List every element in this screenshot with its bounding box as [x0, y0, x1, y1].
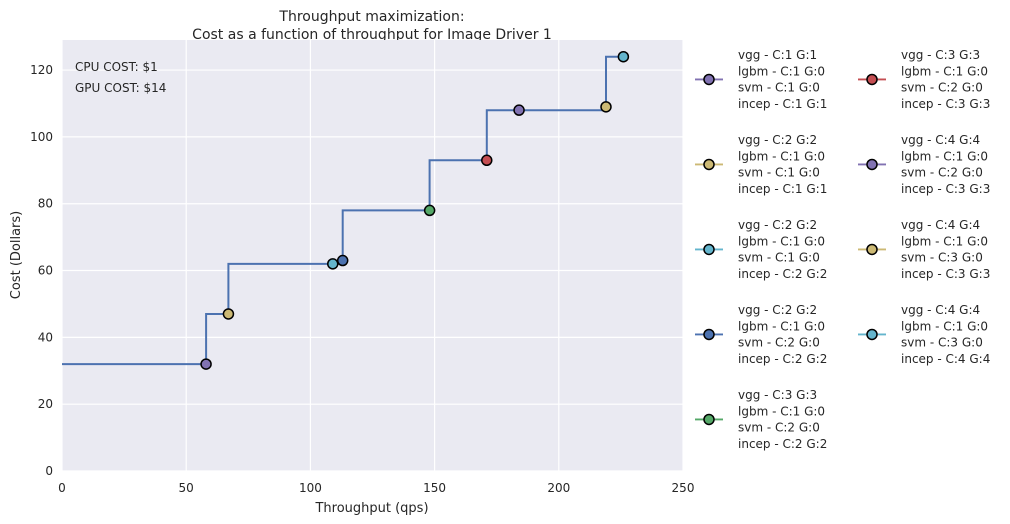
y-tick-label: 100	[30, 130, 53, 144]
legend-label-line: incep - C:1 G:1	[738, 97, 827, 111]
legend-swatch-marker	[866, 243, 878, 256]
config-marker-7	[513, 104, 525, 116]
config-marker-5	[423, 204, 436, 217]
legend-label-line: svm - C:1 G:0	[738, 81, 820, 95]
config-marker-4	[336, 254, 349, 267]
chart-title-line-2: Cost as a function of throughput for Ima…	[192, 27, 552, 43]
y-tick-label: 120	[30, 63, 53, 77]
chart-title-line-1: Throughput maximization:	[278, 9, 464, 25]
legend-label-line: vgg - C:2 G:2	[738, 303, 817, 317]
x-axis: 0 50 100 150 200 250	[58, 481, 694, 495]
legend-entry-3: vgg - C:2 G:2 lgbm - C:1 G:0 svm - C:1 G:0…	[695, 218, 827, 281]
legend-label-line: lgbm - C:1 G:0	[738, 319, 825, 333]
y-tick-label: 40	[38, 330, 53, 344]
legend-entry-4: vgg - C:2 G:2 lgbm - C:1 G:0 svm - C:2 G:0…	[695, 303, 827, 366]
legend-label-line: incep - C:2 G:2	[738, 437, 827, 451]
legend-swatch-marker	[703, 73, 715, 86]
gpu-cost-annotation: GPU COST: $14	[75, 81, 166, 95]
legend-label-line: vgg - C:4 G:4	[901, 133, 980, 147]
y-axis: 0 20 40 60 80 100 120	[30, 63, 53, 478]
y-axis-label: Cost (Dollars)	[9, 211, 24, 299]
legend-swatch-marker	[703, 243, 715, 256]
legend-label-line: svm - C:2 G:0	[901, 166, 983, 180]
legend-label-line: svm - C:2 G:0	[901, 81, 983, 95]
y-tick-label: 60	[38, 264, 53, 278]
config-marker-6	[481, 154, 493, 167]
legend-entry-5: vgg - C:3 G:3 lgbm - C:1 G:0 svm - C:2 G:0…	[695, 388, 827, 451]
legend-swatch-marker	[703, 328, 715, 341]
legend-label-line: incep - C:2 G:2	[738, 267, 827, 281]
legend-label-line: svm - C:2 G:0	[738, 336, 820, 350]
legend-label-line: incep - C:2 G:2	[738, 352, 827, 366]
x-tick-label: 150	[423, 481, 446, 495]
legend-label-line: lgbm - C:1 G:0	[738, 149, 825, 163]
x-tick-label: 50	[179, 481, 194, 495]
legend-label-line: vgg - C:4 G:4	[901, 303, 980, 317]
legend-label-line: vgg - C:4 G:4	[901, 218, 980, 232]
y-tick-label: 80	[38, 197, 53, 211]
legend-label-line: incep - C:3 G:3	[901, 267, 990, 281]
legend-label-line: incep - C:3 G:3	[901, 182, 990, 196]
legend-swatch-marker	[866, 158, 878, 171]
config-marker-9	[617, 50, 630, 63]
legend-label-line: incep - C:4 G:4	[901, 352, 990, 366]
legend: vgg - C:1 G:1 lgbm - C:1 G:0 svm - C:1 G:0…	[695, 48, 990, 451]
plot-area	[62, 40, 683, 471]
x-tick-label: 0	[58, 481, 66, 495]
legend-label-line: svm - C:2 G:0	[738, 421, 820, 435]
x-tick-label: 200	[547, 481, 570, 495]
x-tick-label: 100	[299, 481, 322, 495]
legend-swatch-marker	[703, 158, 715, 171]
config-marker-3	[327, 258, 339, 270]
legend-label-line: vgg - C:1 G:1	[738, 48, 817, 62]
legend-label-line: svm - C:3 G:0	[901, 336, 983, 350]
x-axis-label: Throughput (qps)	[314, 501, 428, 516]
legend-label-line: vgg - C:3 G:3	[901, 48, 980, 62]
y-tick-label: 20	[38, 397, 53, 411]
config-marker-1	[200, 358, 212, 370]
legend-entry-8: vgg - C:4 G:4 lgbm - C:1 G:0 svm - C:3 G:0…	[858, 218, 990, 281]
legend-entry-1: vgg - C:1 G:1 lgbm - C:1 G:0 svm - C:1 G:0…	[695, 48, 827, 111]
config-marker-8	[600, 101, 612, 113]
legend-label-line: vgg - C:2 G:2	[738, 133, 817, 147]
cost-step-line	[62, 55, 624, 366]
legend-swatch-marker	[703, 413, 715, 426]
legend-label-line: lgbm - C:1 G:0	[901, 149, 988, 163]
legend-label-line: svm - C:1 G:0	[738, 251, 820, 265]
config-marker-2	[222, 308, 235, 320]
legend-entry-9: vgg - C:4 G:4 lgbm - C:1 G:0 svm - C:3 G:0…	[858, 303, 990, 366]
x-tick-label: 250	[672, 481, 695, 495]
legend-swatch-marker	[866, 73, 878, 86]
legend-label-line: lgbm - C:1 G:0	[738, 404, 825, 418]
legend-label-line: incep - C:3 G:3	[901, 97, 990, 111]
legend-swatch-marker	[866, 328, 878, 341]
legend-entry-6: vgg - C:3 G:3 lgbm - C:1 G:0 svm - C:2 G:0…	[858, 48, 990, 111]
legend-label-line: vgg - C:3 G:3	[738, 388, 817, 402]
y-tick-label: 0	[45, 464, 53, 478]
legend-entry-7: vgg - C:4 G:4 lgbm - C:1 G:0 svm - C:2 G:0…	[858, 133, 990, 196]
legend-entry-2: vgg - C:2 G:2 lgbm - C:1 G:0 svm - C:1 G:0…	[695, 133, 827, 196]
legend-label-line: lgbm - C:1 G:0	[901, 319, 988, 333]
chart-title: Throughput maximization: Cost as a functi…	[192, 9, 552, 43]
config-markers	[200, 50, 630, 370]
cpu-cost-annotation: CPU COST: $1	[75, 60, 158, 74]
legend-label-line: svm - C:3 G:0	[901, 251, 983, 265]
legend-label-line: lgbm - C:1 G:0	[738, 64, 825, 78]
legend-label-line: lgbm - C:1 G:0	[901, 234, 988, 248]
legend-label-line: vgg - C:2 G:2	[738, 218, 817, 232]
legend-label-line: incep - C:1 G:1	[738, 182, 827, 196]
legend-label-line: lgbm - C:1 G:0	[738, 234, 825, 248]
step-line-path	[62, 55, 624, 366]
legend-label-line: svm - C:1 G:0	[738, 166, 820, 180]
grid	[61, 40, 684, 472]
legend-label-line: lgbm - C:1 G:0	[901, 64, 988, 78]
